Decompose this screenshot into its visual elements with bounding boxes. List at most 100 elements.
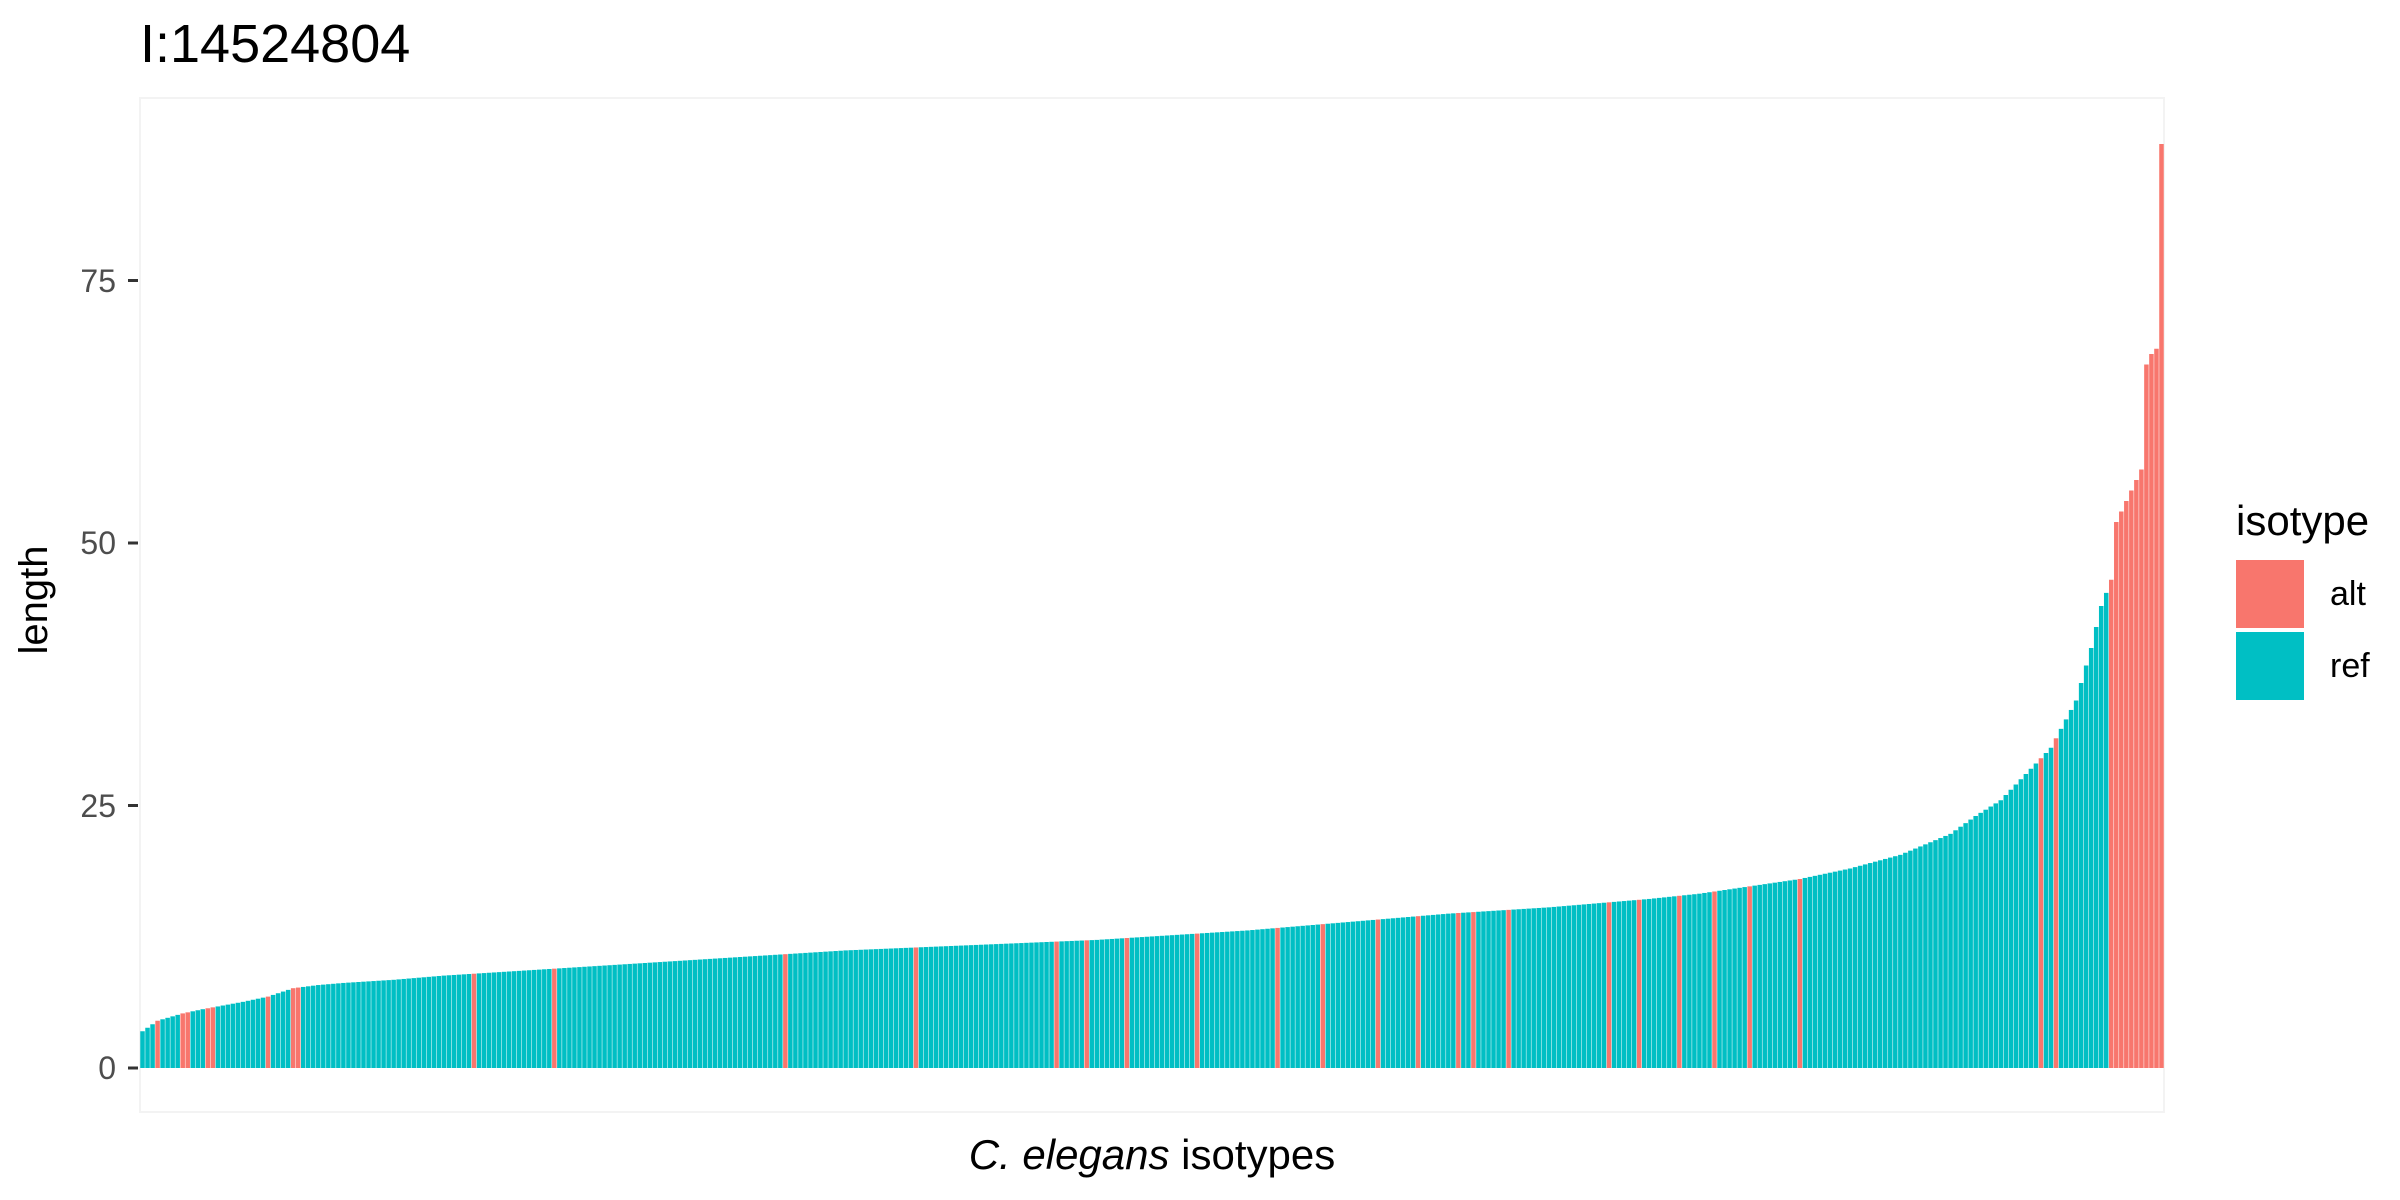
bar-ref	[1230, 931, 1235, 1068]
bar-ref	[1546, 907, 1552, 1068]
bar-ref	[1877, 860, 1883, 1068]
bar-ref	[165, 1017, 170, 1068]
bar-ref	[763, 955, 768, 1068]
bar-ref	[773, 954, 778, 1068]
bar-ref	[451, 974, 457, 1068]
bar-ref	[1566, 905, 1572, 1068]
bar-ref	[255, 998, 261, 1068]
bar-ref	[677, 960, 683, 1068]
bar-ref	[1215, 932, 1220, 1068]
bar-ref	[888, 948, 894, 1068]
bar-ref	[1616, 901, 1622, 1068]
bar-ref	[1220, 932, 1225, 1068]
bar-ref	[2028, 768, 2034, 1068]
bar-ref	[250, 999, 256, 1068]
bar-ref	[311, 985, 316, 1068]
bar-ref	[446, 975, 452, 1068]
bar-ref	[1109, 938, 1115, 1068]
bar-ref	[441, 975, 447, 1068]
bar-ref	[672, 961, 678, 1068]
bar-ref	[692, 959, 698, 1068]
bar-alt	[2119, 511, 2124, 1068]
bar-ref	[1410, 916, 1416, 1068]
bar-ref	[1184, 934, 1190, 1068]
bar-ref	[1064, 941, 1069, 1068]
bar-ref	[1260, 929, 1265, 1068]
bar-ref	[612, 964, 617, 1068]
bar-ref	[1486, 911, 1491, 1068]
bar-ref	[1536, 907, 1541, 1068]
bar-ref	[632, 963, 637, 1068]
bar-ref	[220, 1005, 226, 1068]
bar-ref	[1189, 933, 1195, 1068]
bar-ref	[1923, 844, 1928, 1068]
bar-ref	[371, 981, 376, 1068]
bar-ref	[1430, 914, 1436, 1068]
bar-ref	[833, 951, 838, 1068]
bar-ref	[1210, 932, 1215, 1068]
bar-ref	[1446, 913, 1451, 1068]
bar-ref	[999, 943, 1004, 1068]
bar-ref	[1039, 942, 1044, 1068]
bar-ref	[1159, 935, 1165, 1068]
bar-ref	[1802, 877, 1808, 1068]
bar-ref	[1330, 923, 1336, 1068]
bar-ref	[597, 965, 602, 1068]
bar-ref	[1983, 809, 1988, 1068]
bar-ref	[682, 960, 688, 1068]
bar-ref	[697, 959, 703, 1068]
bar-ref	[1144, 936, 1150, 1068]
bar-ref	[712, 958, 718, 1068]
bar-ref	[1702, 892, 1707, 1068]
bar-ref	[1737, 887, 1742, 1068]
bar-ref	[793, 953, 798, 1068]
bar-ref	[2048, 747, 2054, 1068]
bar-ref	[1004, 943, 1009, 1068]
bar-ref	[1817, 874, 1823, 1068]
bar-ref	[225, 1004, 231, 1068]
bar-ref	[1767, 883, 1773, 1068]
bar-ref	[2068, 709, 2074, 1068]
bar-ref	[1315, 924, 1320, 1068]
bar-ref	[1340, 922, 1346, 1068]
bar-alt	[1506, 909, 1511, 1068]
bar-ref	[582, 966, 587, 1068]
bar-alt	[783, 954, 788, 1068]
bar-alt	[1194, 933, 1200, 1068]
bar-ref	[2043, 753, 2049, 1068]
x-axis-label-italic: C. elegans	[968, 1131, 1170, 1178]
bar-ref	[1646, 898, 1652, 1068]
bar-ref	[1079, 940, 1084, 1068]
bar-ref	[727, 957, 733, 1068]
bar-ref	[1365, 920, 1371, 1068]
bar-ref	[747, 956, 753, 1068]
bar-ref	[923, 947, 929, 1068]
bar-ref	[647, 962, 653, 1068]
bar-ref	[1285, 927, 1290, 1068]
bar-ref	[963, 945, 969, 1068]
bar-ref	[1913, 848, 1918, 1068]
bar-alt	[1471, 912, 1476, 1068]
bar-ref	[1114, 938, 1120, 1068]
bar-ref	[1019, 943, 1024, 1068]
bar-ref	[1762, 884, 1767, 1068]
bar-ref	[918, 947, 924, 1068]
bar-ref	[481, 973, 487, 1068]
bar-ref	[421, 977, 427, 1068]
bar-ref	[381, 980, 386, 1068]
bar-ref	[1993, 803, 1999, 1068]
bar-ref	[416, 977, 421, 1068]
y-tick-label: 0	[98, 1050, 116, 1086]
y-tick-label: 50	[80, 525, 116, 561]
bar-ref	[1139, 937, 1145, 1068]
bar-ref	[768, 955, 773, 1069]
bar-ref	[637, 963, 642, 1068]
bar-ref	[1631, 900, 1637, 1068]
legend-label-ref: ref	[2330, 646, 2370, 685]
bar-ref	[1451, 913, 1456, 1068]
bar-alt	[2038, 758, 2044, 1068]
bar-ref	[1772, 882, 1778, 1068]
bar-ref	[305, 986, 311, 1068]
bar-ref	[984, 944, 989, 1068]
